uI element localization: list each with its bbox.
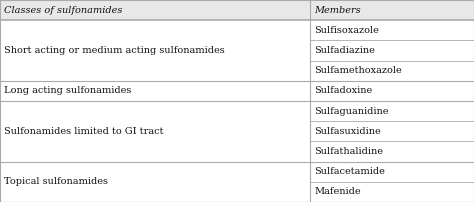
Text: Classes of sulfonamides: Classes of sulfonamides [4,6,122,15]
Text: Sulfasuxidine: Sulfasuxidine [314,127,381,136]
Text: Sulfathalidine: Sulfathalidine [314,147,383,156]
Bar [0,0,474,20]
Text: Sulfacetamide: Sulfacetamide [314,167,385,176]
Text: Sulfonamides limited to GI tract: Sulfonamides limited to GI tract [4,127,163,136]
Text: Short acting or medium acting sulfonamides: Short acting or medium acting sulfonamid… [4,46,225,55]
Text: Mafenide: Mafenide [314,187,361,196]
Text: Sulfamethoxazole: Sulfamethoxazole [314,66,402,75]
Text: Sulfadiazine: Sulfadiazine [314,46,375,55]
Text: Sulfadoxine: Sulfadoxine [314,86,373,95]
Text: Members: Members [314,6,361,15]
Text: Long acting sulfonamides: Long acting sulfonamides [4,86,131,95]
Text: Sulfaguanidine: Sulfaguanidine [314,107,389,116]
Text: Sulfisoxazole: Sulfisoxazole [314,26,379,35]
Text: Topical sulfonamides: Topical sulfonamides [4,177,108,186]
